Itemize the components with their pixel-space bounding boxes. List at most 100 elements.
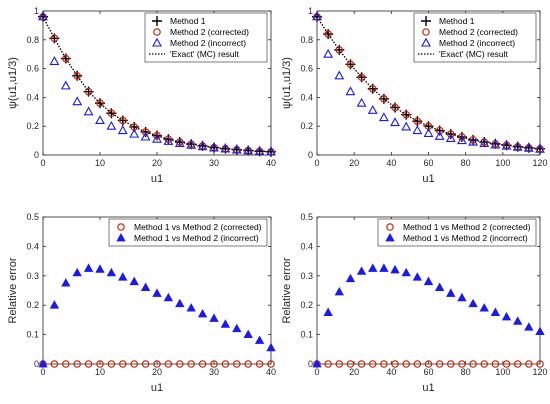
data-point	[324, 360, 332, 368]
data-point	[469, 136, 477, 144]
data-point	[164, 360, 173, 368]
data-point	[346, 60, 355, 69]
data-point	[413, 117, 422, 125]
data-point	[163, 135, 174, 145]
data-point	[513, 360, 522, 368]
data-point	[209, 142, 219, 152]
data-point	[357, 73, 366, 82]
y-tick-label: 0	[34, 359, 39, 369]
data-point	[186, 303, 196, 312]
y-tick-label: 0.2	[26, 121, 39, 131]
x-tick-label: 0	[314, 367, 319, 377]
data-point	[119, 116, 127, 125]
x-tick-label: 30	[209, 367, 219, 377]
data-point	[334, 286, 344, 296]
legend-entry: Method 2 (corrected)	[170, 27, 249, 37]
x-tick-label: 60	[423, 158, 433, 168]
x-tick-label: 30	[209, 158, 219, 168]
data-point	[446, 360, 455, 368]
y-tick-label: 0.1	[300, 330, 313, 340]
y-tick-label: 0.4	[300, 92, 313, 102]
data-point	[244, 360, 253, 368]
legend-entry: Method 2 (corrected)	[439, 27, 518, 37]
x-tick-label: 120	[532, 158, 547, 168]
y-tick-label: 1	[34, 6, 39, 16]
y-tick-label: 0.4	[26, 92, 39, 102]
data-point	[175, 298, 185, 308]
y-tick-label: 0.3	[26, 271, 39, 281]
data-point	[107, 360, 116, 368]
data-point	[490, 139, 501, 149]
data-point	[233, 360, 241, 368]
data-point	[96, 99, 104, 107]
legend-entry: 'Exact' (MC) result	[439, 49, 509, 59]
y-tick-label: 0.5	[300, 212, 313, 222]
data-point	[153, 131, 161, 140]
data-point	[323, 48, 334, 58]
data-point	[391, 360, 399, 368]
series-method-1-vs-method-2-incorrect-	[312, 263, 545, 368]
data-point	[423, 276, 434, 286]
data-point	[479, 303, 489, 312]
data-point	[469, 360, 477, 368]
x-axis-label: u1	[422, 173, 434, 185]
data-point	[119, 360, 127, 368]
data-point	[266, 342, 276, 352]
data-point	[266, 146, 276, 156]
data-point	[130, 360, 139, 368]
y-tick-label: 0.5	[26, 212, 39, 222]
data-point	[391, 103, 399, 112]
data-point	[356, 266, 367, 275]
legend-entry: Method 1 vs Method 2 (incorrect)	[134, 233, 259, 243]
data-point	[346, 360, 355, 368]
data-point	[221, 360, 230, 368]
data-point	[390, 264, 400, 274]
data-point	[345, 86, 356, 96]
data-point	[368, 263, 378, 272]
data-point	[107, 109, 116, 118]
legend-marker	[421, 37, 431, 47]
data-point	[367, 105, 378, 114]
data-point	[84, 360, 93, 368]
x-tick-label: 0	[40, 158, 45, 168]
y-axis-label: ψ(u1,u1/3)	[7, 57, 19, 109]
legend-entry: Method 1 vs Method 2 (incorrect)	[403, 233, 528, 243]
legend-entry: Method 2 (incorrect)	[170, 38, 246, 48]
data-point	[210, 360, 218, 368]
data-point	[140, 131, 151, 141]
data-point	[323, 307, 333, 316]
data-point	[535, 326, 545, 336]
x-tick-label: 120	[532, 367, 547, 377]
data-point	[335, 46, 344, 54]
legend-marker	[385, 232, 395, 242]
data-point	[457, 135, 467, 145]
data-point	[402, 110, 411, 119]
x-tick-label: 20	[152, 158, 162, 168]
chart-panel-3: 0 10 20 30 40 0 0.1 0.2 0.3 0.4 0.5 u1 Relative erro…	[7, 212, 276, 394]
data-point	[501, 311, 512, 321]
legend-box	[144, 12, 268, 63]
data-point	[176, 360, 184, 368]
data-point	[536, 360, 544, 368]
data-point	[468, 298, 478, 308]
legend-entry: Method 1 vs Method 2 (corrected)	[403, 222, 531, 232]
data-point	[152, 288, 162, 297]
data-point	[255, 360, 264, 368]
series--exact-mc-result	[316, 16, 541, 150]
legend-entry: 'Exact' (MC) result	[170, 49, 240, 59]
data-point	[50, 34, 59, 43]
data-point	[187, 360, 196, 368]
series-line	[316, 16, 541, 150]
data-point	[198, 360, 207, 368]
data-point	[209, 313, 219, 322]
x-tick-label: 0	[40, 367, 45, 377]
data-point	[480, 360, 489, 368]
y-tick-label: 0.4	[26, 241, 39, 251]
data-point	[84, 87, 93, 96]
y-tick-label: 0	[308, 150, 313, 160]
series-method-2-incorrect-	[312, 11, 545, 153]
legend-box	[413, 12, 537, 63]
data-point	[62, 54, 70, 63]
